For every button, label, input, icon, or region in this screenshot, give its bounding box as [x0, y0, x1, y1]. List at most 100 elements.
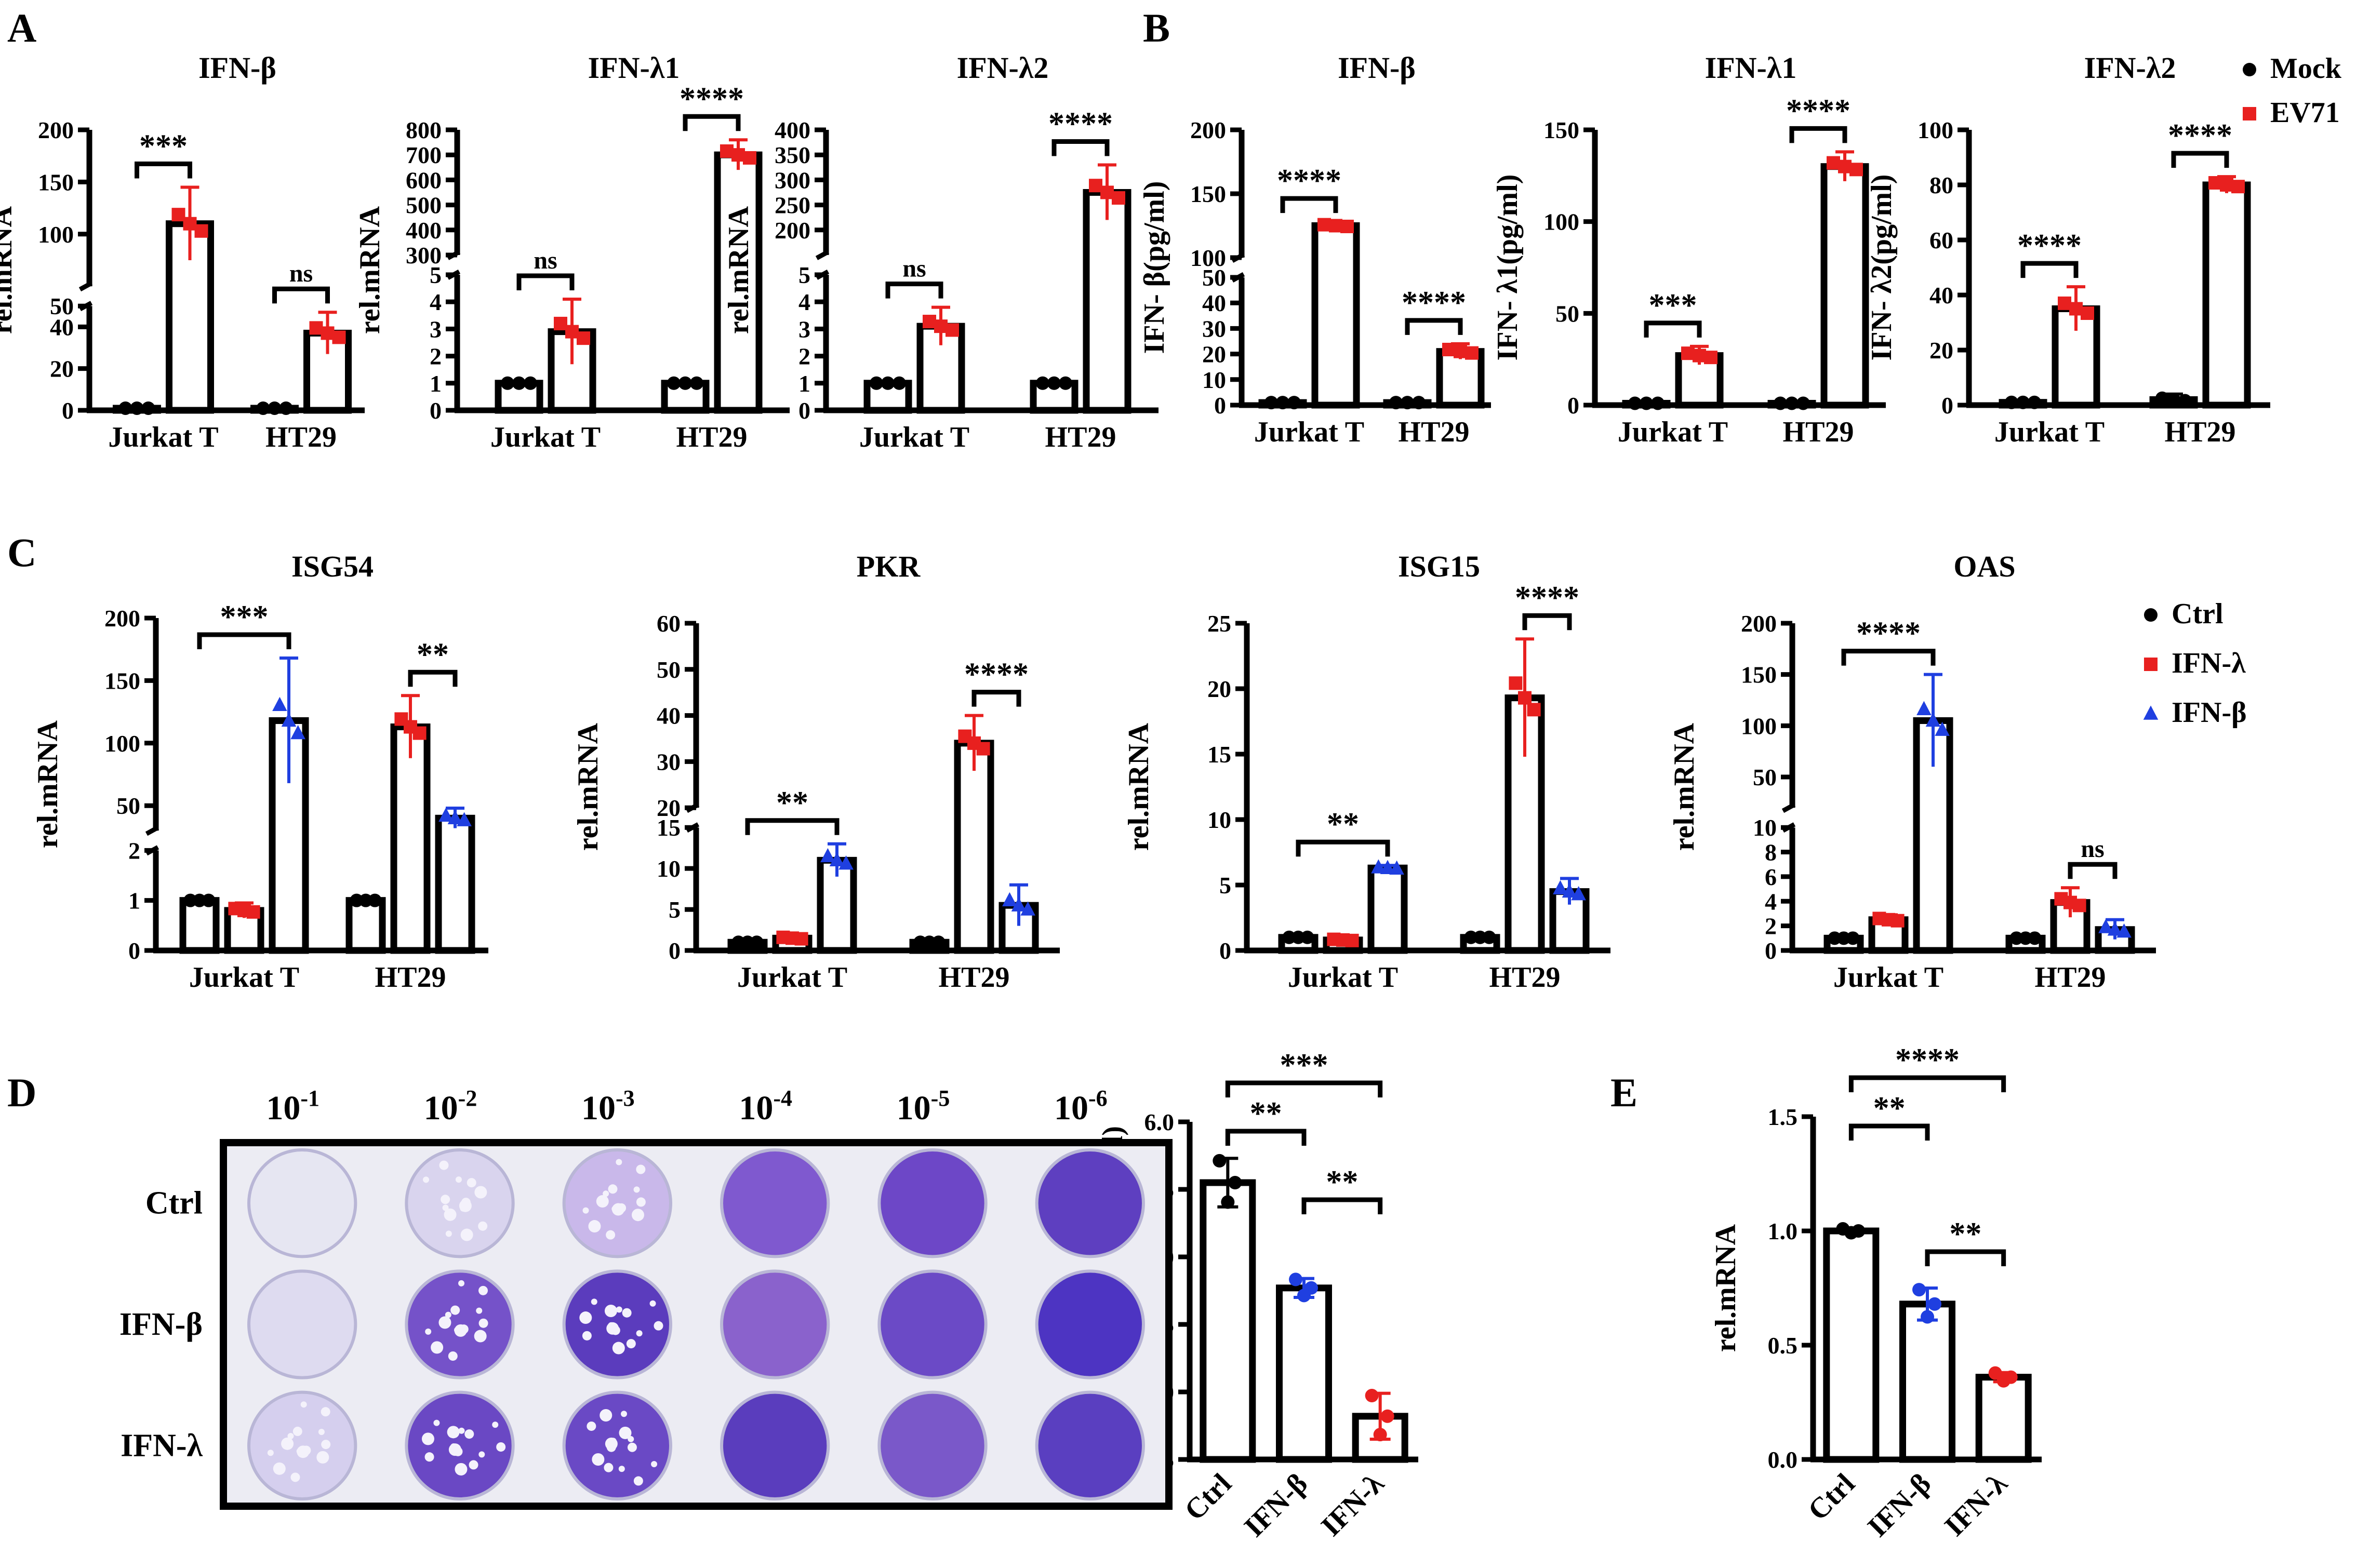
- bar-Ctrl-Jurkat T: [179, 897, 220, 954]
- data-point: [202, 893, 216, 907]
- significance-bracket: [1644, 320, 1702, 338]
- plaque-spot: [290, 1472, 300, 1482]
- data-point: [1442, 342, 1456, 356]
- data-point: [1849, 163, 1863, 177]
- data-point: [1844, 1226, 1858, 1240]
- data-point: [1047, 376, 1061, 390]
- plaque-spot: [461, 1198, 471, 1208]
- dilution-base: 10: [581, 1089, 616, 1127]
- significance-label: ns: [2081, 835, 2104, 863]
- y-tick-label: 25: [1207, 610, 1231, 637]
- data-point: [2016, 395, 2030, 409]
- y-tick-label: 60: [657, 610, 681, 637]
- chart-title: IFN-λ2: [957, 51, 1049, 85]
- plaque-spot: [604, 1305, 617, 1318]
- plate-well: [1035, 1269, 1145, 1379]
- data-point: [2069, 302, 2083, 316]
- bar-IFN-β-HT29: [435, 814, 475, 954]
- significance-bracket: [1522, 613, 1572, 631]
- y-tick-label: 0.0: [1768, 1446, 1798, 1473]
- plate-row-label: IFN-β: [119, 1307, 203, 1342]
- y-tick-label: 20: [1207, 676, 1231, 702]
- significance-bracket: [1280, 196, 1338, 213]
- bar-IFN-λ: [1352, 1413, 1408, 1463]
- data-point: [1890, 914, 1905, 928]
- data-point: [690, 376, 703, 390]
- chart-title: IFN-λ1: [588, 51, 680, 85]
- dilution-label: 10-1: [266, 1085, 319, 1127]
- significance-label: ***: [139, 128, 188, 164]
- data-point: [667, 376, 681, 390]
- data-point: [1059, 376, 1072, 390]
- significance-label: **: [776, 785, 808, 821]
- data-point: [1287, 396, 1301, 410]
- y-tick-label: 6.0: [1144, 1109, 1175, 1135]
- y-tick-label: 10: [1207, 807, 1231, 833]
- legend-marker: [2143, 705, 2159, 720]
- data-point: [1454, 344, 1467, 358]
- data-point: [1089, 179, 1102, 193]
- plaque-spot: [425, 1328, 432, 1335]
- plaque-spot: [287, 1432, 294, 1439]
- plaque-spot: [496, 1442, 506, 1452]
- y-tick-label: 1: [798, 370, 810, 397]
- x-tick-label: IFN-λ: [1315, 1467, 1390, 1543]
- y-tick-label: 0: [430, 397, 442, 424]
- data-point: [1228, 1176, 1242, 1189]
- plaque-spot: [423, 1176, 430, 1183]
- y-axis-label: IFN- λ1(pg/ml): [1492, 175, 1524, 361]
- significance-label: ****: [2017, 228, 2082, 263]
- legend-label: EV71: [2270, 97, 2340, 129]
- data-point: [1796, 396, 1810, 410]
- y-tick-label: 40: [50, 314, 74, 340]
- plaque-spot: [321, 1440, 331, 1450]
- significance-label: **: [1949, 1216, 1981, 1252]
- data-point: [447, 810, 463, 824]
- y-tick-label: 30: [1202, 315, 1226, 342]
- dilution-base: 10: [424, 1089, 458, 1127]
- y-tick-label: 5: [1219, 872, 1231, 899]
- plaque-spot: [474, 1330, 487, 1343]
- plaque-spot: [469, 1460, 478, 1470]
- significance-label: ****: [2168, 118, 2232, 153]
- data-point: [923, 315, 936, 329]
- plaque-spot: [631, 1209, 644, 1222]
- y-tick-label: 5: [798, 262, 810, 288]
- plaque-spot: [606, 1230, 616, 1240]
- data-point: [1921, 1310, 1934, 1324]
- chart-title: IFN-λ1: [1705, 51, 1797, 85]
- x-tick-label: HT29: [265, 421, 337, 453]
- data-point: [1401, 396, 1414, 410]
- data-point: [2231, 180, 2245, 194]
- x-tick-label: IFN-β: [1861, 1467, 1937, 1543]
- legend-label: Ctrl: [2172, 598, 2223, 630]
- data-point: [731, 148, 745, 162]
- plaque-spot: [300, 1401, 307, 1408]
- chart-b-ifn-lambda1-protein: IFN-λ1 0 50 100 150 IFN- λ1(pg/ml) Jurkat T HT2…: [1492, 51, 1886, 448]
- data-point: [1276, 396, 1289, 410]
- panel-label-c: C: [7, 530, 36, 575]
- y-tick-label: 600: [406, 167, 442, 193]
- x-tick-label: Jurkat T: [859, 421, 969, 453]
- y-axis-label: rel.mRNA: [1123, 722, 1155, 851]
- y-tick-label: 300: [406, 242, 442, 269]
- data-point: [2081, 306, 2094, 320]
- data-point: [1036, 376, 1049, 390]
- significance-label: ****: [1277, 163, 1341, 198]
- panel-label-a: A: [7, 5, 36, 50]
- x-tick-label: Ctrl: [1802, 1467, 1861, 1526]
- data-point: [1365, 1389, 1379, 1403]
- x-tick-label: Ctrl: [1178, 1467, 1237, 1526]
- plaque-spot: [273, 1462, 286, 1475]
- data-point: [1935, 721, 1950, 736]
- y-tick-label: 20: [50, 356, 74, 382]
- plate-well: [247, 1269, 357, 1379]
- data-point: [934, 319, 948, 333]
- y-tick-label: 1: [430, 370, 442, 397]
- plaque-spot: [587, 1421, 596, 1431]
- data-point: [1300, 930, 1314, 944]
- plaque-spot: [458, 1427, 465, 1434]
- y-tick-label: 0: [1219, 937, 1231, 964]
